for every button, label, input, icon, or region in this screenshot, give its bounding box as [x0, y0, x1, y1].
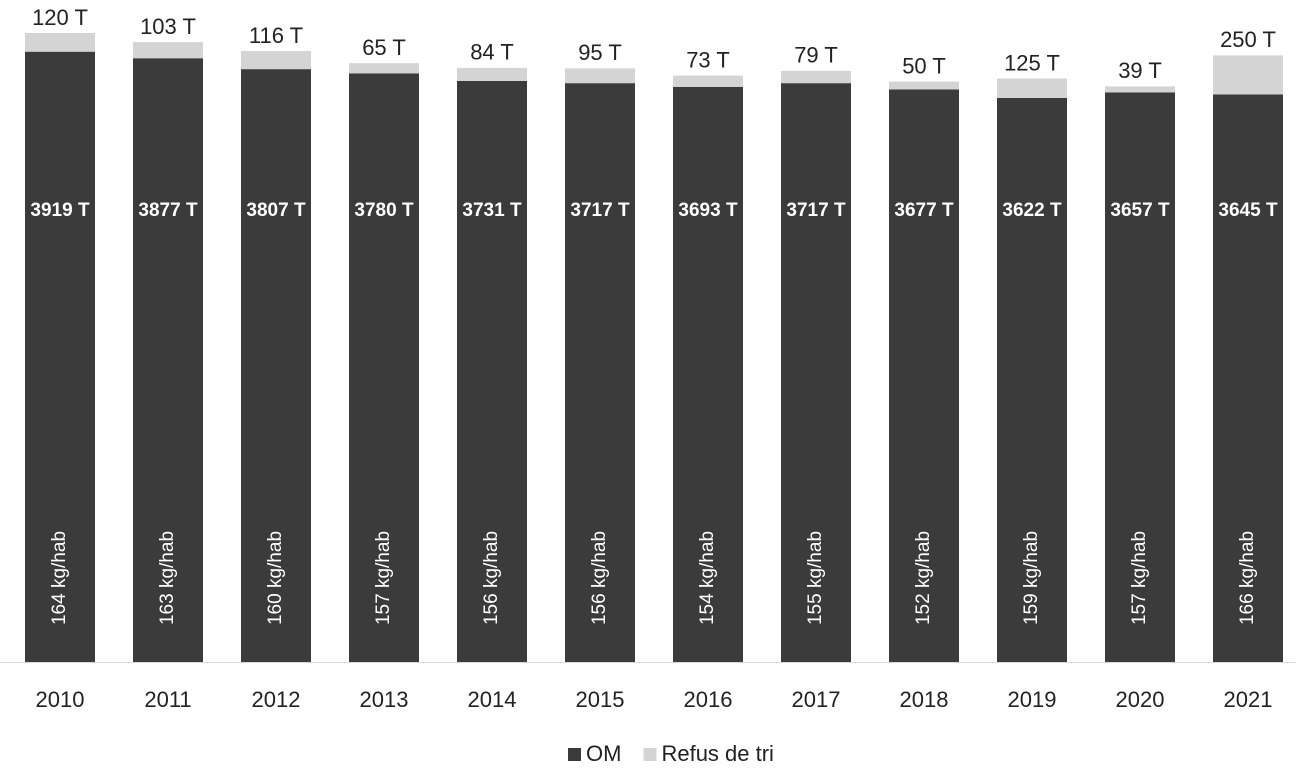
data-label: 250 T [1220, 27, 1276, 52]
data-label: 103 T [140, 14, 196, 39]
data-label: 84 T [470, 40, 514, 65]
annotation: 164 kg/hab [49, 531, 70, 625]
x-tick-label: 2011 [144, 687, 191, 712]
data-label: 3693 T [678, 200, 738, 221]
bar-segment [457, 67, 527, 81]
data-label: 3807 T [246, 200, 306, 221]
bar-segment [673, 75, 743, 87]
bar-segment [133, 58, 203, 663]
bar-segment [1213, 55, 1283, 95]
x-tick-label: 2012 [252, 687, 301, 712]
annotation: 156 kg/hab [481, 531, 502, 625]
data-label: 3622 T [1002, 200, 1062, 221]
bar-segment [781, 83, 851, 663]
bar-segment [565, 68, 635, 84]
x-tick-label: 2016 [684, 687, 733, 712]
legend-swatch [643, 748, 657, 761]
annotation: 166 kg/hab [1237, 531, 1258, 625]
annotation: 157 kg/hab [1129, 531, 1150, 625]
data-label: 3645 T [1218, 200, 1278, 221]
data-label: 3717 T [786, 200, 846, 221]
data-label: 3717 T [570, 200, 630, 221]
data-label: 3919 T [30, 200, 90, 221]
data-label: 3731 T [462, 200, 522, 221]
bar-segment [997, 78, 1067, 98]
bar-segment [349, 63, 419, 74]
bar-segment [997, 97, 1067, 663]
data-label: 79 T [794, 43, 838, 68]
data-label: 73 T [686, 47, 730, 72]
bar-segment [1213, 94, 1283, 662]
x-tick-label: 2013 [360, 687, 409, 712]
annotation: 155 kg/hab [805, 531, 826, 625]
bar-segment [889, 81, 959, 90]
x-tick-label: 2021 [1224, 687, 1273, 712]
annotation: 159 kg/hab [1021, 531, 1042, 625]
bar-segment [673, 86, 743, 663]
data-label: 120 T [32, 5, 88, 30]
annotation: 163 kg/hab [157, 531, 178, 625]
data-label: 65 T [362, 35, 406, 60]
data-label: 3677 T [894, 200, 954, 221]
annotation: 154 kg/hab [697, 531, 718, 625]
legend-swatch [568, 748, 581, 761]
legend-label: OM [586, 741, 621, 766]
annotation: 156 kg/hab [589, 531, 610, 625]
bar-segment [349, 73, 419, 663]
x-tick-label: 2019 [1008, 687, 1057, 712]
data-label: 39 T [1118, 58, 1162, 83]
bar-segment [25, 51, 95, 662]
bar-segment [241, 51, 311, 70]
x-tick-label: 2020 [1116, 687, 1165, 712]
annotation: 152 kg/hab [913, 531, 934, 625]
x-tick-label: 2017 [792, 687, 841, 712]
bar-segment [241, 69, 311, 662]
x-tick-label: 2018 [900, 687, 949, 712]
bar-segment [133, 42, 203, 59]
data-label: 116 T [249, 23, 303, 48]
data-label: 50 T [902, 53, 946, 78]
legend-label: Refus de tri [661, 741, 774, 766]
bar-segment [1105, 86, 1175, 93]
annotation: 160 kg/hab [265, 531, 286, 625]
bar-segment [457, 80, 527, 663]
data-label: 125 T [1004, 50, 1060, 75]
data-label: 95 T [578, 40, 622, 65]
x-tick-label: 2010 [36, 687, 85, 712]
x-tick-label: 2014 [468, 687, 517, 712]
bar-segment [1105, 92, 1175, 662]
bar-segment [781, 70, 851, 84]
x-tick-label: 2015 [576, 687, 625, 712]
annotation: 157 kg/hab [373, 531, 394, 625]
data-label: 3877 T [138, 200, 198, 221]
bar-segment [25, 33, 95, 52]
bar-segment [889, 89, 959, 662]
data-label: 3780 T [354, 200, 414, 221]
bar-segment [565, 83, 635, 663]
data-label: 3657 T [1110, 200, 1170, 221]
